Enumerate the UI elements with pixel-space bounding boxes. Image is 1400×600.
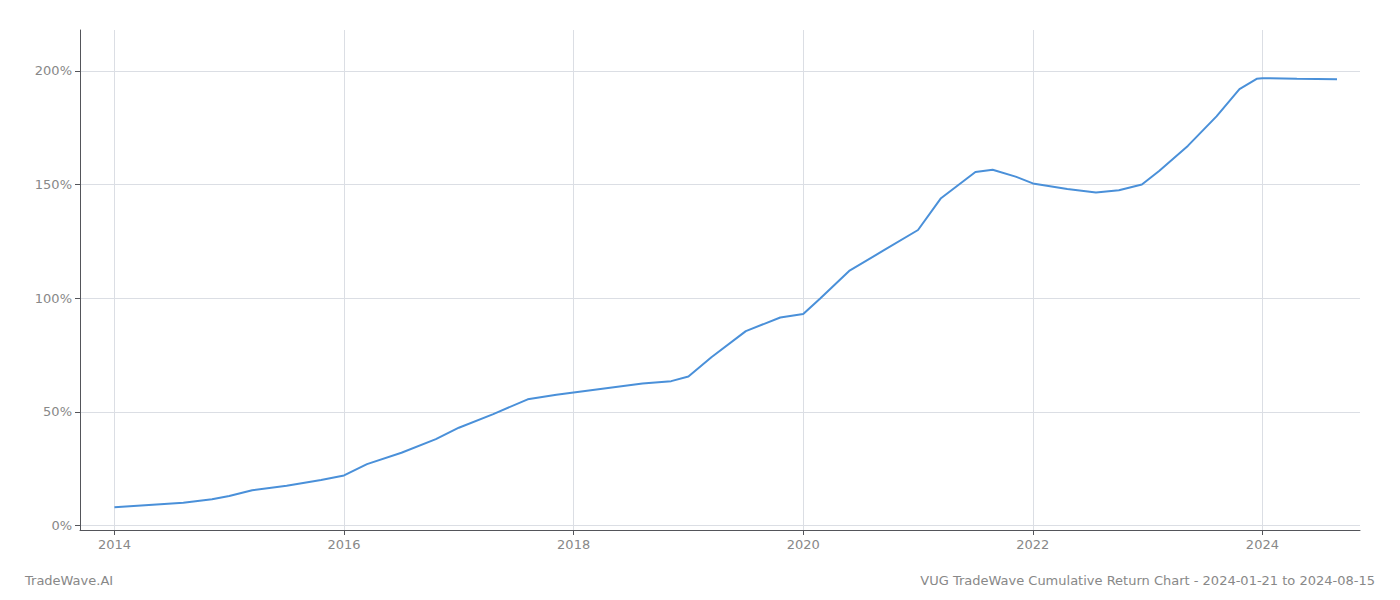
svg-text:2016: 2016: [327, 537, 360, 552]
svg-text:0%: 0%: [51, 518, 72, 533]
svg-text:2022: 2022: [1016, 537, 1049, 552]
svg-text:2024: 2024: [1246, 537, 1279, 552]
svg-text:VUG TradeWave Cumulative Retur: VUG TradeWave Cumulative Return Chart - …: [920, 573, 1375, 588]
svg-text:200%: 200%: [35, 63, 72, 78]
svg-text:2020: 2020: [787, 537, 820, 552]
svg-text:2018: 2018: [557, 537, 590, 552]
svg-text:100%: 100%: [35, 291, 72, 306]
svg-text:2014: 2014: [98, 537, 131, 552]
svg-text:50%: 50%: [43, 404, 72, 419]
svg-text:150%: 150%: [35, 177, 72, 192]
svg-text:TradeWave.AI: TradeWave.AI: [24, 573, 113, 588]
